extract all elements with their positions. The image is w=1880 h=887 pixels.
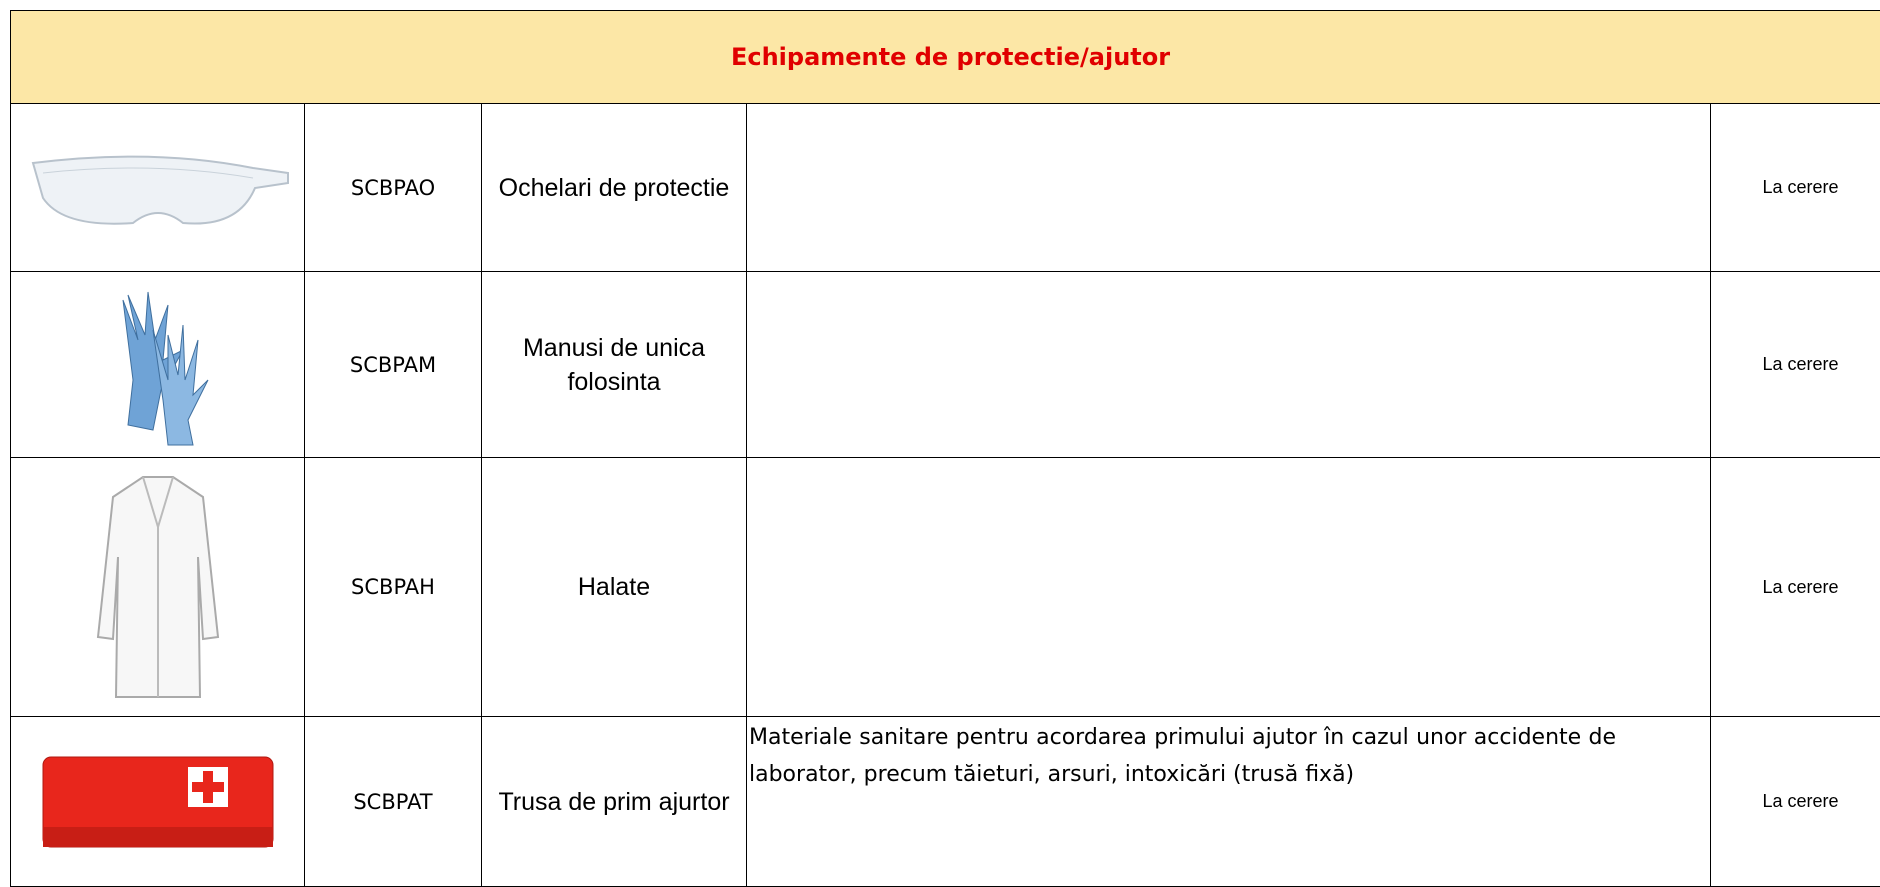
header-row: Echipamente de protectie/ajutor	[11, 11, 1880, 104]
product-name: Halate	[482, 458, 747, 717]
description: Materiale sanitare pentru acordarea prim…	[747, 717, 1711, 887]
row: SCBPAM Manusi de unica folosinta La cere…	[11, 272, 1880, 458]
description	[747, 272, 1711, 458]
product-name: Manusi de unica folosinta	[482, 272, 747, 458]
first-aid-kit-image	[38, 747, 278, 857]
image-cell	[11, 458, 305, 717]
row: SCBPAH Halate La cerere	[11, 458, 1880, 717]
description	[747, 104, 1711, 272]
availability: La cerere	[1711, 458, 1880, 717]
glasses-image	[23, 143, 293, 233]
availability: La cerere	[1711, 104, 1880, 272]
availability: La cerere	[1711, 717, 1880, 887]
code: SCBPAO	[305, 104, 482, 272]
image-cell	[11, 272, 305, 458]
code: SCBPAM	[305, 272, 482, 458]
image-cell	[11, 104, 305, 272]
table-title: Echipamente de protectie/ajutor	[11, 11, 1880, 104]
row: SCBPAT Trusa de prim ajurtor Materiale s…	[11, 717, 1880, 887]
coat-image	[88, 467, 228, 707]
availability: La cerere	[1711, 272, 1880, 458]
image-cell	[11, 717, 305, 887]
description	[747, 458, 1711, 717]
product-name: Trusa de prim ajurtor	[482, 717, 747, 887]
code: SCBPAH	[305, 458, 482, 717]
code: SCBPAT	[305, 717, 482, 887]
product-table: Echipamente de protectie/ajutor SCBPAO O…	[10, 10, 1880, 887]
product-name: Ochelari de protectie	[482, 104, 747, 272]
gloves-image	[83, 280, 233, 450]
row: SCBPAO Ochelari de protectie La cerere	[11, 104, 1880, 272]
